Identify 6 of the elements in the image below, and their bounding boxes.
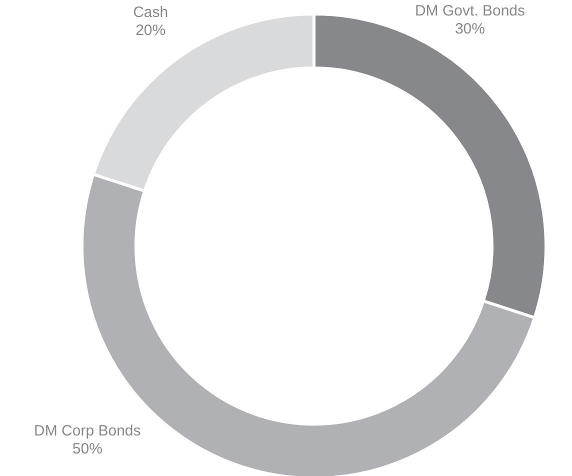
data-label: 30% <box>454 20 486 38</box>
slice-label: Cash <box>133 4 168 22</box>
data-label: 50% <box>72 440 102 458</box>
data-label: 20% <box>136 22 166 40</box>
slice-label: DM Corp Bonds <box>34 422 141 440</box>
slice-label: DM Govt. Bonds <box>414 2 526 20</box>
